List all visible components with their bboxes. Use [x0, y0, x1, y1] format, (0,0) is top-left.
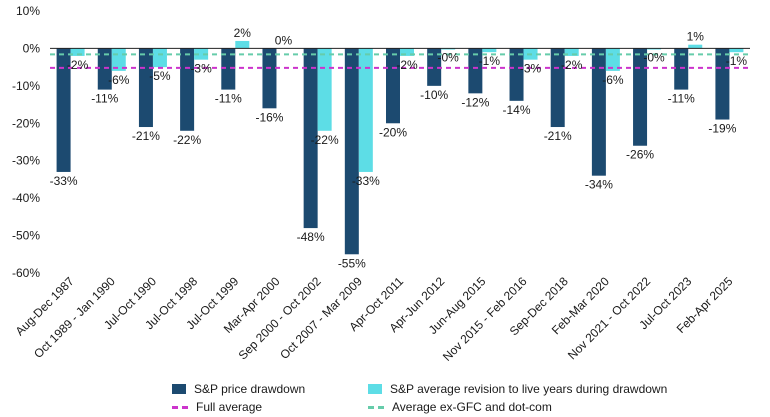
data-label-price-drawdown: -55%: [338, 256, 366, 270]
legend-swatch-full-average: [172, 405, 188, 409]
bar-revision: [152, 48, 167, 68]
y-tick-label: 0%: [23, 41, 41, 55]
bar-layer: [56, 40, 744, 255]
legend-item-full-average: Full average: [172, 400, 368, 414]
bar-price-drawdown: [97, 48, 112, 90]
data-label-revision: 2%: [234, 26, 252, 40]
data-label-revision: 1%: [687, 30, 705, 44]
y-tick-label: -20%: [12, 116, 40, 130]
data-label-revision: -6%: [602, 73, 624, 87]
data-label-revision: -2%: [561, 58, 583, 72]
bar-revision: [564, 48, 579, 56]
data-label-price-drawdown: -33%: [50, 174, 78, 188]
data-label-revision: -5%: [149, 69, 171, 83]
data-label-revision: -2%: [396, 58, 418, 72]
legend-label-revision: S&P average revision to live years durin…: [390, 382, 668, 396]
data-label-price-drawdown: -14%: [503, 103, 531, 117]
bar-price-drawdown: [591, 48, 606, 176]
bar-revision: [317, 48, 332, 131]
legend-label-ex-gfc-average: Average ex-GFC and dot-com: [392, 400, 552, 414]
data-label-revision: -22%: [311, 133, 339, 147]
data-label-revision: -3%: [190, 62, 212, 76]
data-label-price-drawdown: -16%: [255, 110, 283, 124]
bar-revision: [647, 48, 662, 50]
data-label-revision: -33%: [352, 174, 380, 188]
data-label-price-drawdown: -10%: [420, 88, 448, 102]
data-label-revision: -1%: [726, 54, 748, 68]
bar-price-drawdown: [303, 48, 318, 229]
data-label-price-drawdown: -11%: [91, 92, 118, 106]
legend-item-revision: S&P average revision to live years durin…: [368, 382, 667, 396]
data-label-price-drawdown: -21%: [544, 129, 572, 143]
bar-price-drawdown: [674, 48, 689, 90]
data-label-price-drawdown: -22%: [173, 133, 201, 147]
y-tick-label: -10%: [12, 79, 40, 93]
bar-price-drawdown: [344, 48, 359, 255]
bar-revision: [482, 48, 497, 53]
reference-lines: [50, 47, 750, 69]
legend-label-price-drawdown: S&P price drawdown: [194, 382, 306, 396]
bar-price-drawdown: [180, 48, 195, 131]
bar-revision: [70, 48, 85, 56]
bar-price-drawdown: [56, 48, 71, 172]
bar-revision: [441, 48, 456, 50]
bar-price-drawdown: [509, 48, 524, 101]
legend-swatch-revision: [368, 384, 382, 394]
y-tick-label: -60%: [12, 266, 40, 280]
legend-swatch-ex-gfc-average: [368, 405, 384, 409]
legend-swatch-price-drawdown: [172, 384, 186, 394]
data-label-revision: -2%: [67, 58, 89, 72]
bar-revision: [358, 48, 373, 172]
y-tick-label: -40%: [12, 191, 40, 205]
bar-price-drawdown: [715, 48, 730, 120]
bar-revision: [235, 40, 250, 49]
data-label-revision: -0%: [438, 50, 460, 64]
data-label-price-drawdown: -11%: [215, 92, 242, 106]
data-label-price-drawdown: -11%: [668, 92, 695, 106]
bar-price-drawdown: [427, 48, 442, 86]
data-label-price-drawdown: -34%: [585, 178, 613, 192]
data-label-price-drawdown: -12%: [461, 95, 489, 109]
y-tick-label: 10%: [16, 4, 40, 18]
bar-revision: [194, 48, 209, 60]
bar-price-drawdown: [138, 48, 153, 128]
data-label-price-drawdown: -26%: [626, 148, 654, 162]
data-label-price-drawdown: -21%: [132, 129, 160, 143]
bar-revision: [688, 44, 703, 49]
data-label-price-drawdown: -48%: [297, 230, 325, 244]
data-label-price-drawdown: -19%: [708, 122, 736, 136]
y-axis: 10% 0% -10% -20% -30% -40% -50% -60%: [12, 4, 40, 280]
data-labels: -33% -2% -11% -6% -21% -5% -22% -3% -11% 2% -16% 0%…: [50, 26, 748, 270]
data-label-revision: -3%: [520, 62, 542, 76]
y-tick-label: -30%: [12, 154, 40, 168]
data-label-price-drawdown: -20%: [379, 125, 407, 139]
legend: S&P price drawdown S&P average revision …: [172, 380, 732, 416]
data-label-revision: 0%: [275, 33, 293, 47]
data-label-revision: -0%: [643, 50, 665, 64]
y-tick-label: -50%: [12, 229, 40, 243]
data-label-revision: -6%: [108, 73, 130, 87]
legend-item-price-drawdown: S&P price drawdown: [172, 382, 368, 396]
bar-price-drawdown: [468, 48, 483, 94]
bar-price-drawdown: [633, 48, 648, 146]
bar-price-drawdown: [262, 48, 277, 109]
data-label-revision: -1%: [479, 54, 501, 68]
bar-price-drawdown: [221, 48, 236, 90]
bar-revision: [400, 48, 414, 56]
bar-revision: [729, 48, 744, 53]
legend-label-full-average: Full average: [196, 400, 263, 414]
legend-item-ex-gfc-average: Average ex-GFC and dot-com: [368, 400, 552, 414]
